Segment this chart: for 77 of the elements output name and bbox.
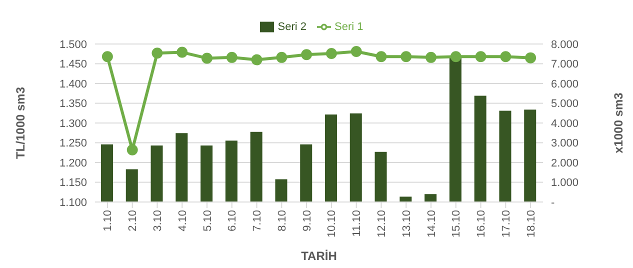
x-tick-label: 3.10 — [152, 210, 164, 232]
bar — [176, 133, 188, 202]
x-tick-label: 7.10 — [252, 210, 264, 232]
y2-tick-label: - — [551, 196, 555, 209]
y2-tick-label: 8.000 — [551, 38, 579, 51]
x-tick-label: 16.10 — [476, 210, 488, 238]
x-tick-label: 10.10 — [326, 210, 338, 238]
y2-axis-title: x1000 sm3 — [611, 92, 626, 154]
legend-label: Seri 2 — [278, 20, 306, 33]
point — [102, 51, 113, 62]
point — [525, 52, 536, 64]
y-tick-label: 1.500 — [59, 38, 87, 51]
y2-tick-label: 1.000 — [551, 177, 579, 190]
bar — [374, 152, 387, 202]
bar — [200, 146, 213, 202]
x-tick-label: 11.10 — [351, 210, 364, 237]
point — [202, 52, 212, 64]
x-tick-label: 4.10 — [176, 210, 189, 232]
bar — [101, 144, 113, 202]
x-tick-label: 17.10 — [500, 210, 512, 238]
y-tick-label: 1.400 — [59, 78, 87, 90]
point — [226, 52, 238, 63]
bar — [524, 110, 536, 202]
y-tick-label: 1.150 — [59, 177, 87, 190]
y2-tick-label: 3.000 — [551, 138, 579, 150]
point — [176, 46, 188, 58]
bar — [126, 169, 138, 202]
bar — [499, 110, 512, 202]
bar — [474, 96, 486, 202]
bar — [225, 140, 238, 202]
bar — [300, 144, 312, 202]
y-tick-label: 1.300 — [59, 118, 87, 130]
x-tick-label: 14.10 — [426, 210, 438, 238]
point — [251, 54, 262, 66]
y2-tick-label: 2.000 — [551, 157, 579, 170]
point — [350, 46, 362, 58]
x-tick-label: 12.10 — [376, 210, 388, 238]
y2-tick-label: 7.000 — [551, 58, 579, 71]
bar — [424, 194, 437, 202]
point — [276, 52, 288, 63]
x-tick-label: 18.10 — [525, 210, 538, 238]
y-tick-label: 1.100 — [59, 196, 87, 209]
bar — [449, 58, 462, 202]
point — [126, 144, 138, 156]
x-tick-label: 5.10 — [202, 210, 214, 232]
y-tick-label: 1.350 — [59, 98, 87, 110]
bar — [350, 113, 362, 202]
x-tick-label: 9.10 — [301, 210, 314, 232]
x-tick-label: 8.10 — [276, 210, 288, 232]
bar — [275, 179, 288, 202]
point — [152, 48, 163, 59]
point — [326, 48, 337, 59]
point — [426, 52, 436, 63]
bar — [150, 146, 163, 202]
y-axis-title: TL/1000 sm3 — [13, 86, 28, 160]
x-tick-label: 6.10 — [226, 210, 239, 232]
x-tick-label: 2.10 — [127, 210, 140, 232]
bar — [325, 114, 337, 202]
y2-tick-label: 4.000 — [551, 118, 579, 130]
point — [301, 49, 312, 60]
y2-tick-label: 6.000 — [551, 78, 579, 90]
x-tick-label: 13.10 — [400, 210, 413, 238]
y-tick-label: 1.200 — [59, 157, 87, 170]
y-tick-label: 1.450 — [59, 58, 87, 71]
point — [400, 51, 412, 62]
point — [500, 51, 512, 62]
point — [376, 51, 387, 62]
y2-tick-label: 5.000 — [551, 98, 579, 110]
x-tick-label: 15.10 — [450, 210, 463, 238]
y-tick-label: 1.250 — [59, 138, 87, 150]
point — [450, 51, 462, 62]
legend-label: Seri 1 — [334, 20, 364, 33]
x-axis-title: TARİH — [301, 249, 337, 263]
bar — [400, 196, 412, 202]
point — [475, 51, 486, 62]
x-tick-label: 1.10 — [102, 210, 114, 232]
bar — [250, 132, 262, 202]
